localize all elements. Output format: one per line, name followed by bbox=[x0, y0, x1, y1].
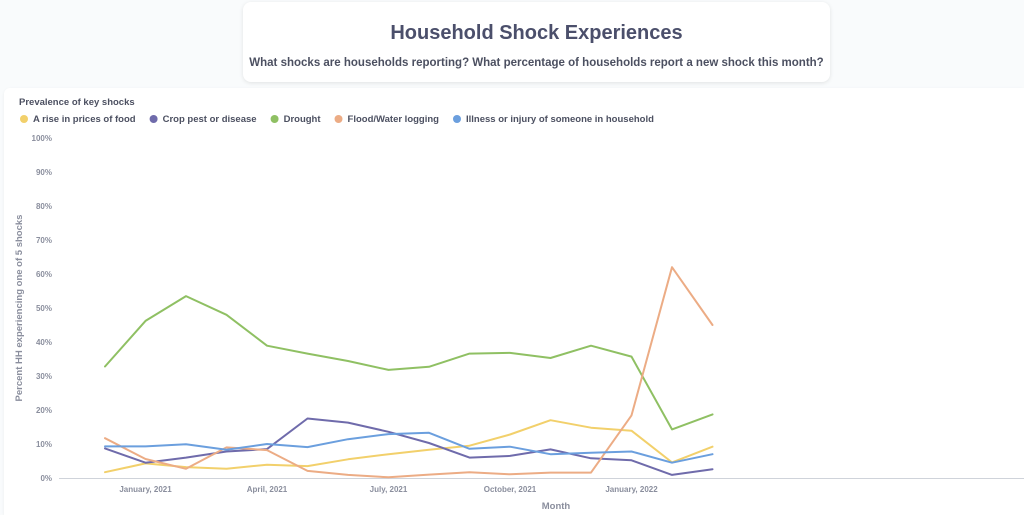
y-tick-label: 10% bbox=[36, 440, 52, 449]
legend-item-1[interactable]: Crop pest or disease bbox=[149, 114, 257, 125]
chart-axes: 0% 10% 20% 30% 40% 50% 60% 70% 80% 90% 100% January… bbox=[32, 134, 1024, 494]
chart-series bbox=[104, 266, 714, 479]
x-tick-label: October, 2021 bbox=[484, 485, 537, 494]
legend-marker bbox=[452, 115, 461, 123]
series-line-2 bbox=[104, 295, 714, 431]
chart-card: Prevalence of key shocks A rise in price… bbox=[4, 88, 1024, 515]
y-tick-label: 70% bbox=[36, 236, 52, 245]
y-tick-label: 100% bbox=[32, 134, 52, 143]
y-tick-label: 50% bbox=[36, 304, 52, 313]
series-line-0 bbox=[104, 419, 714, 474]
legend-label: A rise in prices of food bbox=[33, 114, 136, 125]
y-tick-label: 0% bbox=[40, 474, 52, 483]
page-subtitle: What shocks are households reporting? Wh… bbox=[249, 57, 824, 69]
legend-label: Flood/Water logging bbox=[348, 114, 440, 125]
legend-item-2[interactable]: Drought bbox=[270, 114, 322, 125]
y-tick-label: 20% bbox=[36, 406, 52, 415]
y-axis-label: Percent HH experiencing one of 5 shocks bbox=[14, 215, 25, 402]
legend-label: Drought bbox=[284, 114, 322, 125]
x-tick-label: January, 2021 bbox=[119, 485, 172, 494]
legend-label: Illness or injury of someone in househol… bbox=[466, 114, 654, 125]
legend-item-0[interactable]: A rise in prices of food bbox=[20, 114, 136, 125]
legend-marker bbox=[270, 115, 279, 123]
legend-label: Crop pest or disease bbox=[163, 114, 257, 125]
y-tick-label: 80% bbox=[36, 202, 52, 211]
series-line-4 bbox=[104, 431, 714, 464]
chart-legend: A rise in prices of food Crop pest or dis… bbox=[20, 114, 654, 125]
y-tick-label: 30% bbox=[36, 372, 52, 381]
y-tick-label: 40% bbox=[36, 338, 52, 347]
shock-line-chart: Prevalence of key shocks A rise in price… bbox=[14, 97, 1024, 512]
y-tick-label: 90% bbox=[36, 168, 52, 177]
page-title: Household Shock Experiences bbox=[390, 22, 683, 44]
legend-marker bbox=[20, 115, 28, 123]
series-line-1 bbox=[104, 417, 714, 476]
y-tick-label: 60% bbox=[36, 270, 52, 279]
chart-title: Prevalence of key shocks bbox=[19, 97, 135, 108]
series-line-3 bbox=[104, 266, 714, 479]
x-axis-label: Month bbox=[542, 501, 571, 512]
legend-item-3[interactable]: Flood/Water logging bbox=[334, 114, 440, 125]
x-tick-label: July, 2021 bbox=[370, 485, 408, 494]
legend-marker bbox=[334, 115, 343, 123]
x-tick-label: April, 2021 bbox=[247, 485, 288, 494]
x-tick-label: January, 2022 bbox=[605, 485, 658, 494]
legend-marker bbox=[149, 115, 158, 123]
header-card: Household Shock Experiences What shocks … bbox=[243, 2, 830, 82]
legend-item-4[interactable]: Illness or injury of someone in househol… bbox=[452, 114, 654, 125]
